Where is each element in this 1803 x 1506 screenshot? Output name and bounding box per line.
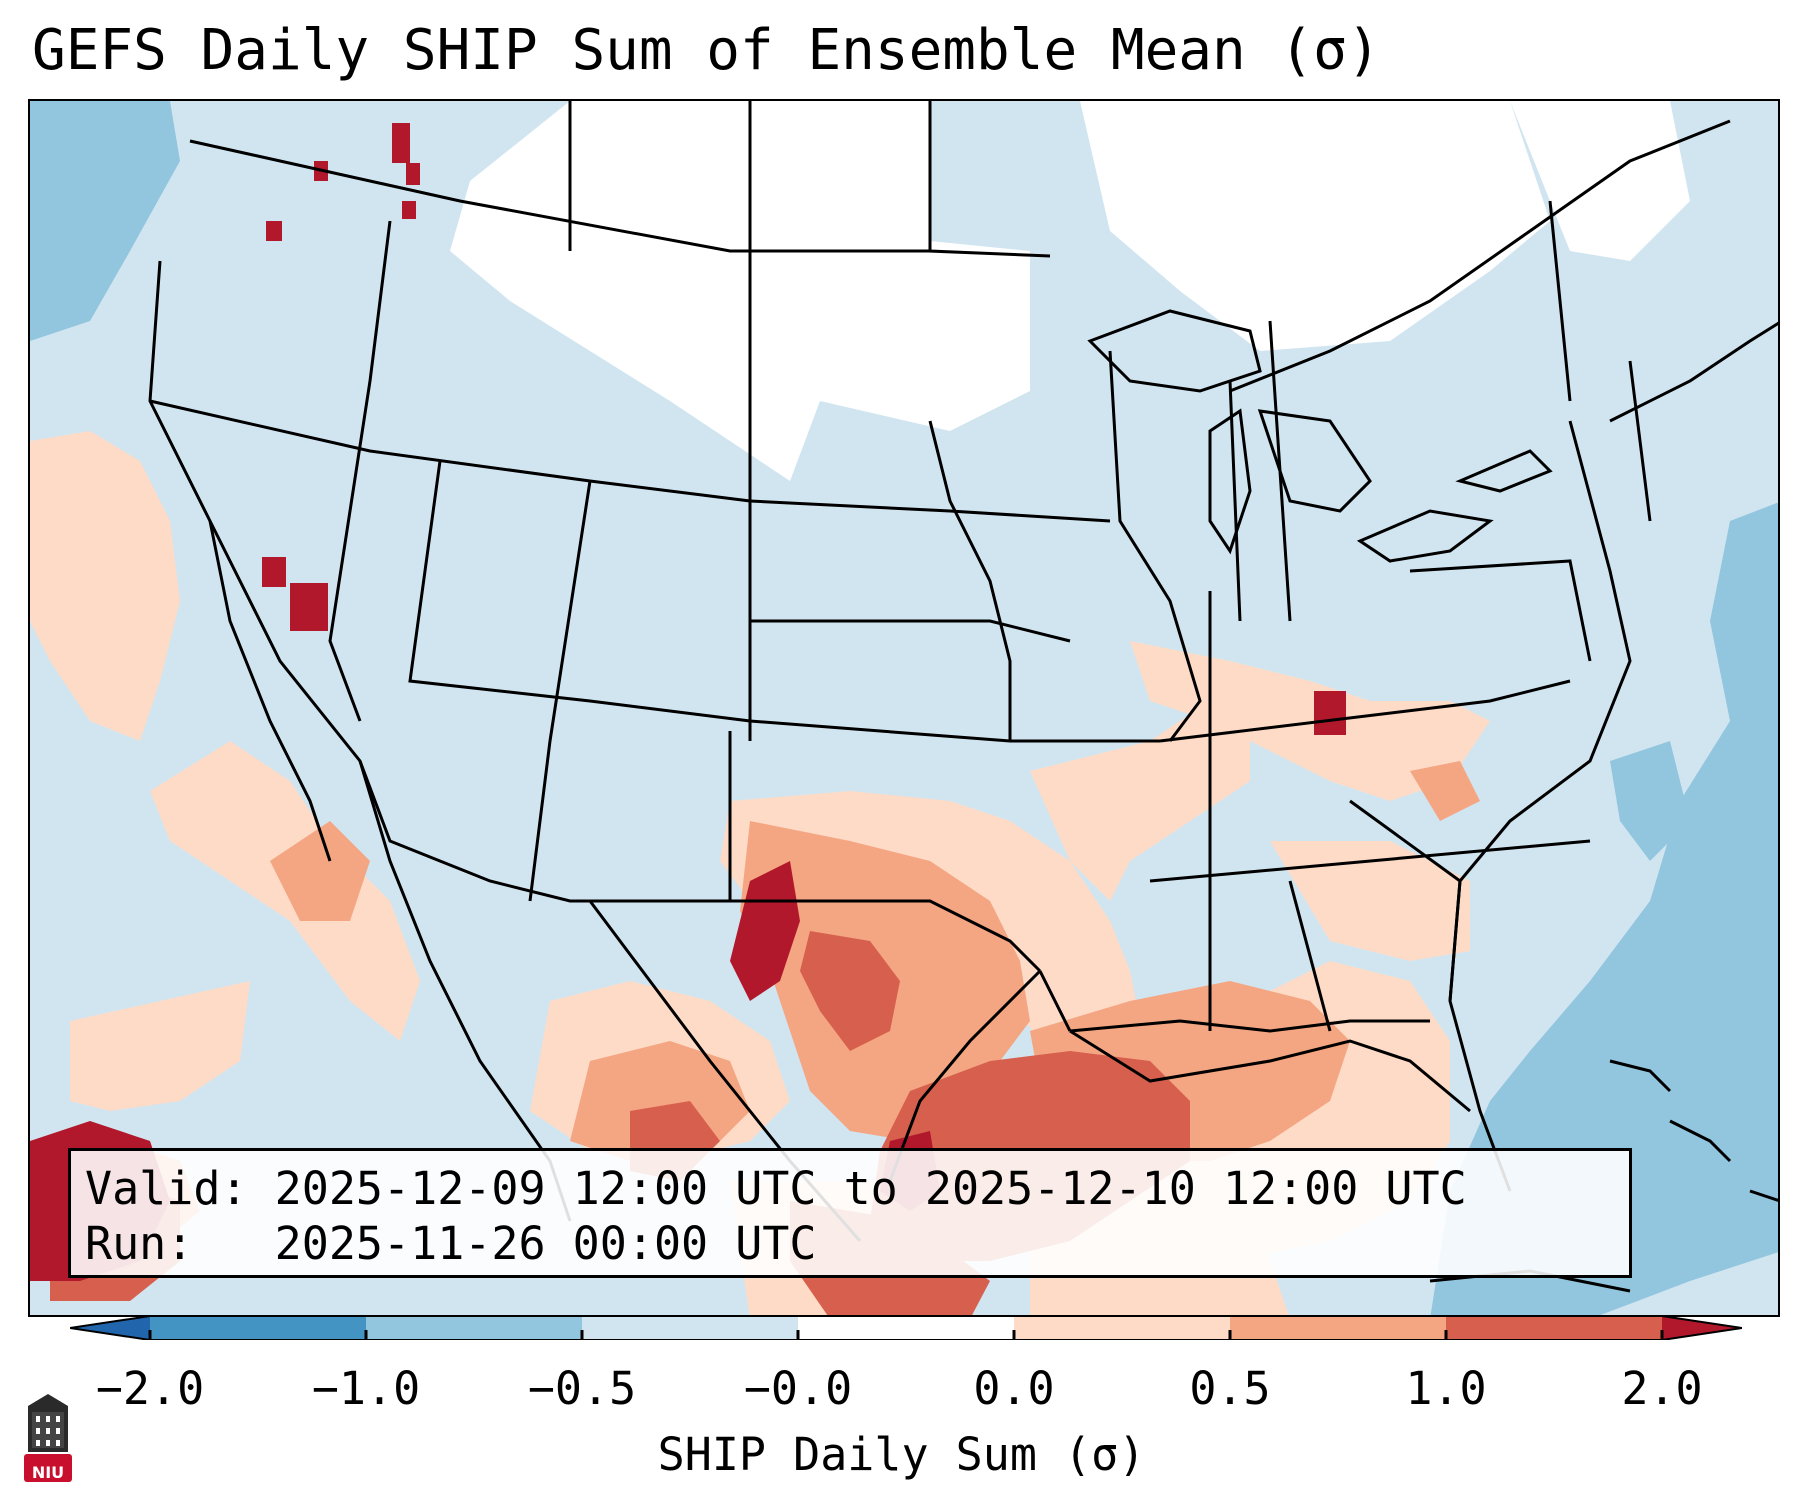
blue-field-regions: [30, 101, 1778, 1315]
colorbar-bin: [1230, 1316, 1446, 1340]
run-time-text: Run: 2025-11-26 00:00 UTC: [85, 1217, 817, 1270]
colorbar-tick-label: −1.0: [311, 1362, 421, 1415]
chart-title: GEFS Daily SHIP Sum of Ensemble Mean (σ): [32, 18, 1381, 83]
colorbar-tick-label: −0.5: [527, 1362, 637, 1415]
colorbar-bin: [582, 1316, 798, 1340]
colorbar-tick-marks: [148, 1330, 1664, 1340]
map-svg: [30, 101, 1778, 1315]
colorbar-extend-left: [70, 1316, 150, 1340]
niu-logo-icon: [24, 1394, 72, 1482]
colorbar: [70, 1316, 1742, 1340]
colorbar-bin: [150, 1316, 366, 1340]
niu-logo: NIU: [22, 1392, 74, 1484]
colorbar-tick-label: 1.0: [1405, 1362, 1487, 1415]
colorbar-bin: [1446, 1316, 1662, 1340]
colorbar-tick-label: 2.0: [1621, 1362, 1703, 1415]
valid-time-text: Valid: 2025-12-09 12:00 UTC to 2025-12-1…: [85, 1162, 1467, 1215]
colorbar-tick-label: 0.5: [1189, 1362, 1271, 1415]
niu-logo-text: NIU: [31, 1463, 65, 1482]
map-panel: [28, 99, 1780, 1317]
colorbar-bin: [798, 1316, 1014, 1340]
neutral-field-region: [450, 101, 1690, 481]
colorbar-bin: [1014, 1316, 1230, 1340]
colorbar-tick-label: −0.0: [743, 1362, 853, 1415]
colorbar-extend-right: [1662, 1316, 1742, 1340]
boundary-lines: [148, 101, 1778, 1242]
colorbar-tick-label: −2.0: [95, 1362, 205, 1415]
great-lakes: [1087, 309, 1553, 563]
colorbar-tick-label: 0.0: [973, 1362, 1055, 1415]
colorbar-bin: [366, 1316, 582, 1340]
colorbar-label: SHIP Daily Sum (σ): [657, 1428, 1146, 1481]
valid-run-info-box: Valid: 2025-12-09 12:00 UTC to 2025-12-1…: [68, 1148, 1632, 1278]
